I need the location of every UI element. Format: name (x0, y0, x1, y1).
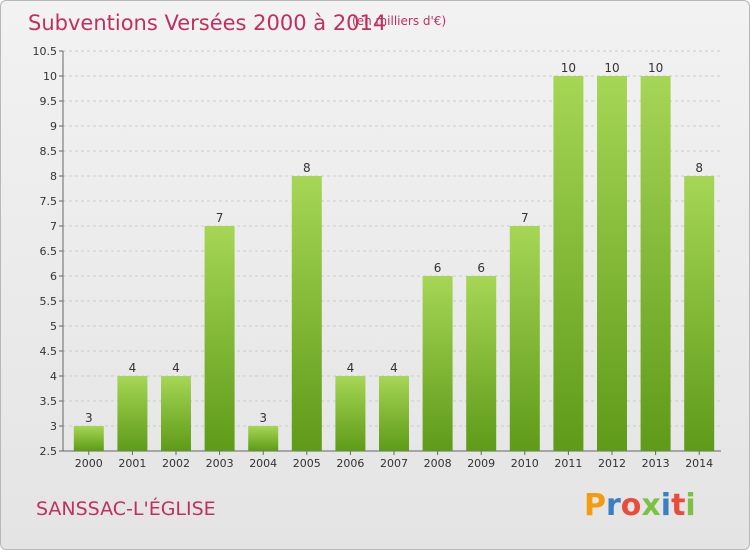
data-label-2001: 4 (129, 361, 137, 375)
x-tick-label-2007: 2007 (380, 457, 408, 470)
x-tick-label-2013: 2013 (642, 457, 670, 470)
y-tick-label: 8 (50, 170, 57, 183)
chart-title: Subventions Versées 2000 à 2014 (28, 11, 387, 35)
proxiti-logo[interactable]: Proxiti (584, 488, 696, 523)
x-tick-label-2003: 2003 (206, 457, 234, 470)
bar-2005[interactable] (291, 176, 322, 451)
data-label-2010: 7 (521, 211, 529, 225)
data-label-2014: 8 (695, 161, 703, 175)
y-tick-label: 5.5 (40, 295, 58, 308)
x-tick-label-2004: 2004 (249, 457, 277, 470)
data-label-2002: 4 (172, 361, 180, 375)
bar-2006[interactable] (335, 376, 366, 451)
data-label-2012: 10 (604, 61, 619, 75)
data-label-2004: 3 (259, 411, 267, 425)
bar-2001[interactable] (117, 376, 148, 451)
y-tick-label: 2.5 (40, 445, 58, 458)
bar-2009[interactable] (466, 276, 497, 451)
data-label-2006: 4 (347, 361, 355, 375)
bars (73, 76, 715, 451)
x-tick-label-2002: 2002 (162, 457, 190, 470)
bar-2002[interactable] (161, 376, 191, 451)
axes: 2.5 3 3.5 4 4.5 5 5.5 6 6.5 7 7.5 8 8.5 9 9.5 10 10.5 200… (33, 45, 721, 470)
y-tick-label: 4.5 (40, 345, 58, 358)
data-label-2003: 7 (216, 211, 224, 225)
y-tick-label: 3 (50, 420, 57, 433)
bar-2012[interactable] (597, 76, 627, 451)
y-tick-label: 6 (50, 270, 57, 283)
logo-letter: i (685, 488, 696, 523)
x-tick-label-2005: 2005 (293, 457, 321, 470)
y-tick-label: 10.5 (33, 45, 58, 58)
data-label-2013: 10 (648, 61, 663, 75)
chart-unit-note: (en milliers d'€) (352, 14, 447, 28)
y-tick-label: 5 (50, 320, 57, 333)
bar-2008[interactable] (422, 276, 453, 451)
logo-letter: t (671, 488, 686, 523)
x-tick-label-2011: 2011 (554, 457, 582, 470)
bar-2000[interactable] (73, 426, 104, 451)
y-tick-label: 9 (50, 120, 57, 133)
city-name: SANSSAC-L'ÉGLISE (36, 498, 216, 520)
bar-2014[interactable] (684, 176, 715, 451)
data-label-2009: 6 (477, 261, 485, 275)
x-tick-label-2012: 2012 (598, 457, 626, 470)
data-label-2005: 8 (303, 161, 311, 175)
logo-letter: x (641, 488, 661, 523)
bar-2010[interactable] (509, 226, 540, 451)
y-tick-label: 7.5 (40, 195, 58, 208)
y-tick-label: 8.5 (40, 145, 58, 158)
y-tick-label: 10 (43, 70, 57, 83)
bar-2007[interactable] (379, 376, 409, 451)
y-tick-label: 4 (50, 370, 57, 383)
logo-letter: i (660, 488, 672, 523)
bar-2013[interactable] (640, 76, 671, 451)
logo-letter: o (620, 488, 642, 523)
logo-letter: P (584, 488, 606, 523)
x-tick-label-2010: 2010 (511, 457, 539, 470)
x-tick-label-2008: 2008 (424, 457, 452, 470)
data-labels: 3 4 4 7 3 8 4 4 6 6 7 10 10 10 8 (85, 61, 703, 425)
x-tick-label-2001: 2001 (118, 457, 146, 470)
data-label-2007: 4 (390, 361, 398, 375)
logo-letter: r (606, 488, 621, 523)
data-label-2008: 6 (434, 261, 442, 275)
data-label-2000: 3 (85, 411, 93, 425)
bar-2011[interactable] (553, 76, 584, 451)
x-tick-label-2006: 2006 (336, 457, 364, 470)
x-tick-label-2009: 2009 (467, 457, 495, 470)
bar-2003[interactable] (204, 226, 235, 451)
y-tick-label: 6.5 (40, 245, 58, 258)
x-tick-label-2000: 2000 (75, 457, 103, 470)
y-tick-label: 9.5 (40, 95, 58, 108)
y-tick-label: 3.5 (40, 395, 58, 408)
bar-2004[interactable] (248, 426, 279, 451)
y-tick-label: 7 (50, 220, 57, 233)
data-label-2011: 10 (561, 61, 576, 75)
x-tick-label-2014: 2014 (685, 457, 713, 470)
